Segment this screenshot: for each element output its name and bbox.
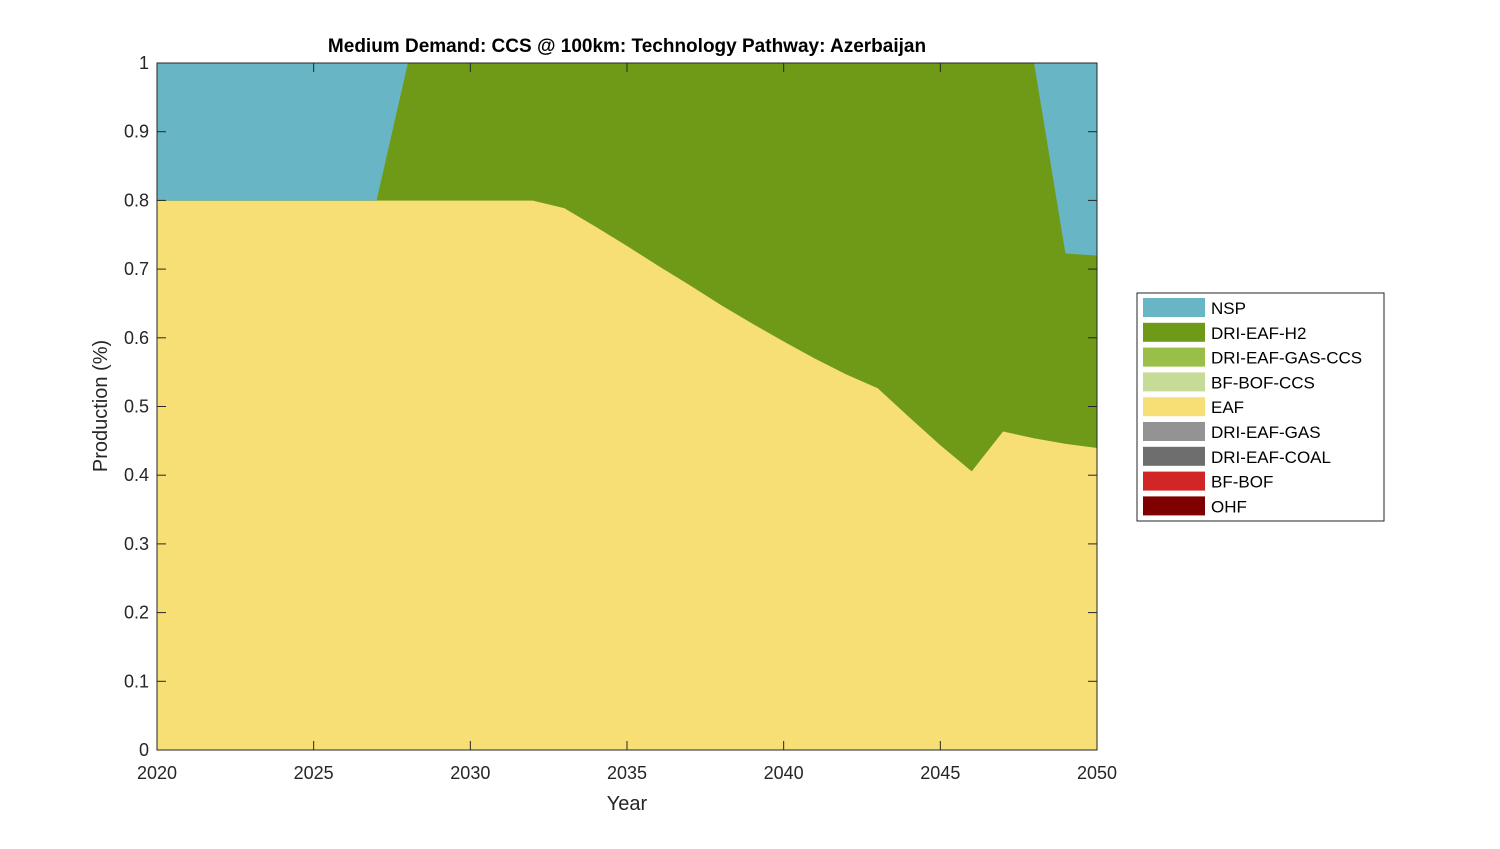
legend-swatch-ohf (1143, 496, 1205, 516)
y-tick-label: 0.5 (124, 397, 149, 417)
legend-swatch-bf-bof-ccs (1143, 372, 1205, 392)
legend-label-eaf: EAF (1211, 398, 1244, 417)
y-tick-label: 0.2 (124, 603, 149, 623)
y-axis-label: Production (%) (90, 340, 112, 472)
legend-swatch-dri-eaf-coal (1143, 446, 1205, 466)
legend-swatch-nsp (1143, 298, 1205, 317)
y-tick-label: 0.8 (124, 190, 149, 210)
x-tick-label: 2020 (137, 763, 177, 783)
legend: NSP DRI-EAF-H2 DRI-EAF-GAS-CCS BF-BOF-CCS EA… (1136, 292, 1385, 522)
legend-swatch-dri-eaf-gas-ccs (1143, 347, 1205, 367)
area-layers (156, 62, 1098, 751)
x-tick-label: 2025 (294, 763, 334, 783)
y-tick-label: 0.6 (124, 328, 149, 348)
x-tick-label: 2030 (450, 763, 490, 783)
legend-label-dri-eaf-h2: DRI-EAF-H2 (1211, 324, 1306, 343)
y-tick-label: 0 (139, 740, 149, 760)
y-tick-label: 0.1 (124, 671, 149, 691)
legend-label-ohf: OHF (1211, 497, 1247, 516)
legend-label-dri-eaf-coal: DRI-EAF-COAL (1211, 448, 1331, 467)
legend-swatch-dri-eaf-gas (1143, 422, 1205, 441)
chart-title: Medium Demand: CCS @ 100km: Technology P… (328, 36, 926, 57)
legend-swatch-bf-bof (1143, 471, 1205, 491)
x-axis-label: Year (607, 793, 648, 815)
x-tick-label: 2040 (764, 763, 804, 783)
y-tick-label: 0.7 (124, 259, 149, 279)
y-tick-label: 0.4 (124, 465, 149, 485)
x-tick-label: 2035 (607, 763, 647, 783)
x-tick-label: 2050 (1077, 763, 1117, 783)
legend-label-dri-eaf-gas-ccs: DRI-EAF-GAS-CCS (1211, 349, 1362, 368)
legend-label-nsp: NSP (1211, 299, 1246, 318)
legend-label-bf-bof-ccs: BF-BOF-CCS (1211, 373, 1315, 392)
y-ticks: 0 0.1 0.2 0.3 0.4 0.5 0.6 0.7 0.8 0.9 1 (124, 53, 1097, 760)
x-tick-label: 2045 (920, 763, 960, 783)
legend-swatch-eaf (1143, 397, 1205, 417)
legend-label-bf-bof: BF-BOF (1211, 473, 1273, 492)
legend-swatch-dri-eaf-h2 (1143, 322, 1205, 342)
legend-label-dri-eaf-gas: DRI-EAF-GAS (1211, 423, 1321, 442)
y-tick-label: 1 (139, 53, 149, 73)
y-tick-label: 0.3 (124, 534, 149, 554)
x-ticks: 2020 2025 2030 2035 2040 2045 2050 (137, 63, 1117, 783)
y-tick-label: 0.9 (124, 122, 149, 142)
